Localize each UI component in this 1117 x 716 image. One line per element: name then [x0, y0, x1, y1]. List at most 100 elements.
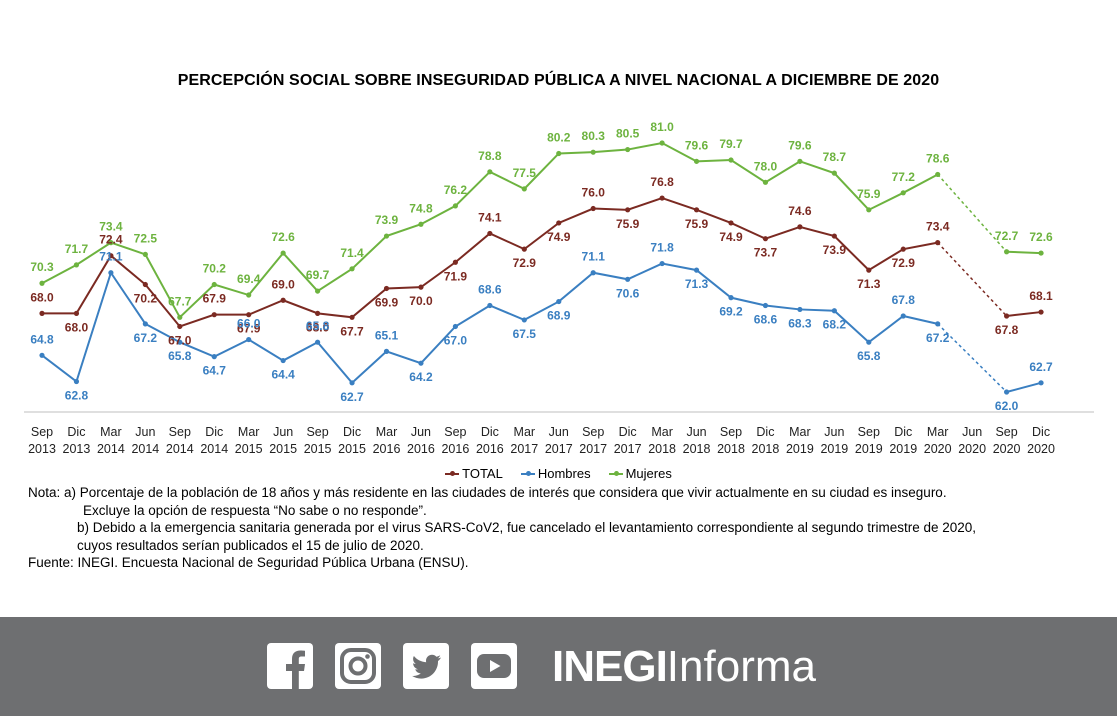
data-label-mujeres: 77.2	[892, 170, 916, 184]
data-point-hombres	[1038, 380, 1044, 386]
data-label-hombres: 62.7	[1029, 360, 1053, 374]
data-point-total	[487, 230, 493, 237]
x-tick-label: Dic 2020	[1027, 425, 1055, 456]
data-label-total: 76.8	[650, 175, 674, 189]
data-label-mujeres: 78.6	[926, 151, 950, 165]
data-label-mujeres: 78.8	[478, 149, 502, 163]
data-label-total: 75.9	[616, 217, 640, 231]
data-label-hombres: 65.8	[168, 349, 192, 363]
data-label-hombres: 67.2	[134, 331, 158, 345]
x-tick-label: Mar 2017	[510, 425, 538, 456]
data-point-total	[556, 220, 562, 226]
data-label-total: 74.6	[788, 204, 812, 218]
data-point-hombres	[556, 298, 562, 305]
series-line-total	[1006, 311, 1042, 317]
data-label-hombres: 64.4	[271, 368, 295, 382]
data-label-total: 73.7	[754, 246, 778, 260]
data-point-mujeres	[625, 146, 631, 153]
data-label-mujeres: 72.6	[271, 230, 295, 244]
data-label-total: 71.9	[444, 269, 468, 283]
data-point-hombres	[349, 380, 355, 386]
chart-title: PERCEPCIÓN SOCIAL SOBRE INSEGURIDAD PÚBL…	[177, 72, 940, 89]
data-label-mujeres: 81.0	[650, 120, 674, 134]
facebook-icon[interactable]	[267, 643, 313, 689]
note-a: Nota: a) Porcentaje de la población de 1…	[28, 485, 947, 500]
x-tick-label: Mar 2015	[235, 425, 263, 456]
data-point-hombres	[452, 323, 458, 330]
data-label-mujeres: 73.9	[375, 213, 399, 227]
data-label-hombres: 62.8	[65, 389, 89, 403]
youtube-icon[interactable]	[471, 643, 517, 689]
data-point-hombres	[280, 357, 286, 364]
data-label-hombres: 71.8	[650, 241, 674, 255]
data-label-total: 72.9	[892, 256, 916, 270]
data-label-mujeres: 67.7	[168, 294, 192, 308]
series-gap-mujeres	[937, 173, 1008, 253]
data-point-mujeres	[418, 221, 424, 227]
data-label-total: 68.1	[1029, 289, 1053, 303]
data-point-hombres	[211, 354, 217, 360]
data-label-hombres: 68.3	[788, 316, 812, 330]
data-point-total	[521, 246, 527, 252]
data-label-mujeres: 80.2	[547, 130, 571, 144]
data-point-total	[659, 195, 665, 201]
data-point-mujeres	[177, 314, 183, 320]
data-label-mujeres: 79.7	[719, 137, 743, 151]
x-tick-label: Sep 2019	[855, 425, 883, 456]
chart-legend: TOTAL Hombres Mujeres	[0, 466, 1117, 481]
instagram-icon[interactable]	[335, 643, 381, 689]
x-tick-label: Dic 2013	[63, 425, 91, 456]
legend-label-hombres: Hombres	[537, 466, 591, 481]
data-label-total: 73.9	[823, 243, 847, 257]
data-point-total	[900, 246, 906, 252]
data-label-hombres: 64.7	[203, 364, 227, 378]
data-label-hombres: 62.7	[340, 390, 364, 404]
x-tick-label: Dic 2019	[889, 425, 917, 456]
x-tick-label: Dic 2014	[200, 425, 228, 456]
data-point-hombres	[108, 270, 114, 276]
data-label-total: 68.0	[306, 320, 330, 334]
data-point-total	[39, 310, 45, 316]
data-label-mujeres: 78.7	[823, 150, 847, 164]
data-label-mujeres: 80.3	[582, 129, 606, 143]
data-label-hombres: 65.8	[306, 319, 330, 333]
x-tick-label: Jun 2020	[958, 425, 986, 456]
data-point-mujeres	[315, 288, 321, 294]
data-point-mujeres	[280, 250, 286, 256]
data-label-mujeres: 75.9	[857, 187, 881, 201]
series-gap-hombres	[937, 323, 1008, 393]
data-point-total	[1004, 313, 1010, 319]
x-tick-label: Dic 2018	[752, 425, 780, 456]
data-label-hombres: 71.1	[99, 250, 123, 264]
data-point-total	[452, 259, 458, 265]
data-label-total: 70.0	[409, 294, 433, 308]
data-label-total: 69.9	[375, 295, 399, 309]
x-tick-label: Mar 2019	[786, 425, 814, 456]
x-tick-label: Sep 2016	[441, 425, 469, 456]
data-label-mujeres: 74.8	[409, 201, 433, 215]
data-label-mujeres: 71.7	[65, 242, 89, 256]
data-point-mujeres	[1038, 250, 1044, 256]
legend-item-total: TOTAL	[445, 466, 503, 481]
data-label-total: 69.0	[271, 277, 295, 291]
data-label-total: 71.3	[857, 277, 881, 291]
data-label-total: 67.8	[995, 323, 1019, 337]
data-label-total: 68.0	[30, 290, 54, 304]
data-point-mujeres	[383, 233, 390, 239]
legend-item-hombres: Hombres	[520, 466, 591, 481]
data-label-hombres: 67.2	[926, 331, 950, 345]
data-point-mujeres	[108, 240, 114, 246]
data-point-hombres	[418, 360, 424, 366]
data-label-total: 74.9	[547, 230, 571, 244]
data-point-hombres	[590, 270, 596, 276]
data-label-total: 67.0	[168, 333, 192, 347]
data-point-hombres	[728, 295, 734, 301]
data-point-total	[108, 253, 114, 259]
data-label-total: 75.9	[685, 217, 709, 231]
data-point-hombres	[797, 306, 803, 313]
data-label-mujeres: 79.6	[685, 138, 709, 152]
twitter-icon[interactable]	[403, 643, 449, 689]
data-point-hombres	[73, 378, 80, 385]
data-point-mujeres	[487, 169, 493, 175]
data-label-total: 76.0	[582, 186, 606, 200]
